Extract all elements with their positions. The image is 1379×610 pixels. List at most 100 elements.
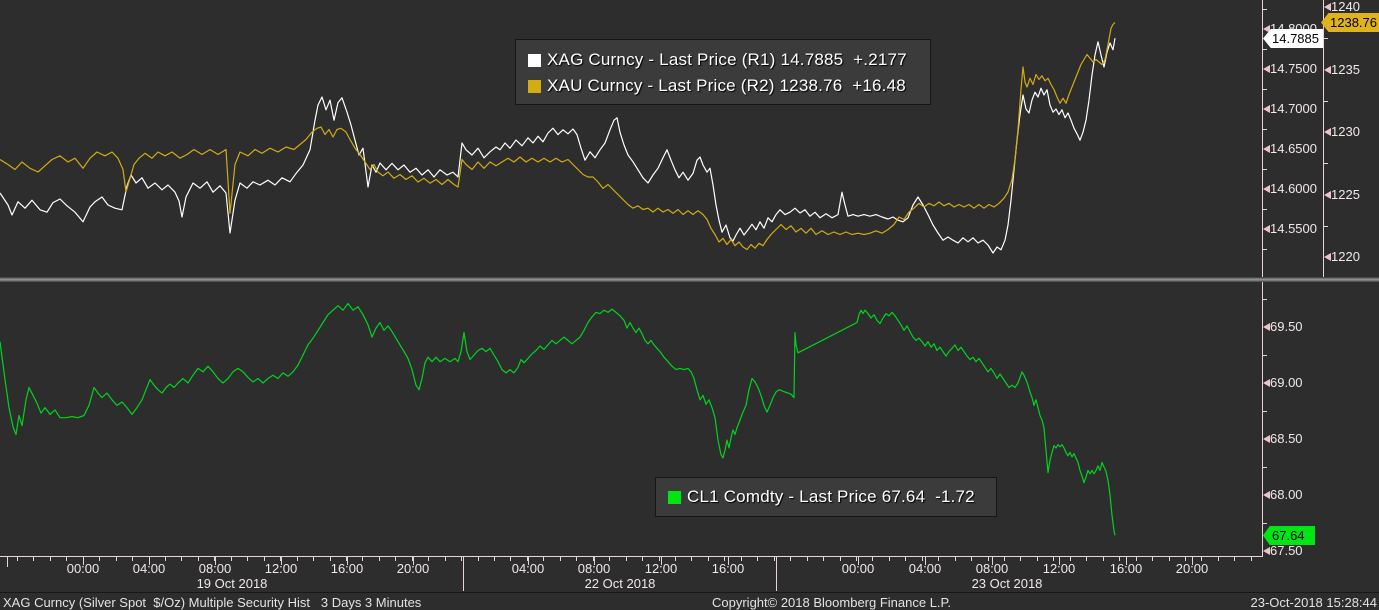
y-tick-arrow (1263, 65, 1270, 73)
y-minor-tick (1263, 299, 1267, 300)
x-major-tick (858, 557, 859, 565)
x-minor-tick (757, 557, 758, 561)
x-major-tick (281, 557, 282, 565)
x-minor-tick (362, 557, 363, 561)
x-minor-tick (313, 557, 314, 561)
x-minor-tick (905, 557, 906, 561)
day-separator (776, 557, 777, 591)
x-minor-tick (330, 557, 331, 561)
y-tick-arrow (1324, 128, 1331, 136)
y-tick-arrow (1263, 145, 1270, 153)
bottom-legend[interactable]: CL1 Comdty - Last Price 67.64 -1.72 (655, 477, 997, 517)
y-tick-arrow (1263, 225, 1270, 233)
x-minor-tick (626, 557, 627, 561)
x-minor-tick (1218, 557, 1219, 561)
x-minor-tick (642, 557, 643, 561)
y-minor-tick (1324, 225, 1328, 227)
x-minor-tick (955, 557, 956, 561)
x-time-label: 16:00 (711, 561, 745, 576)
x-major-tick (528, 557, 529, 565)
x-major-tick (1059, 557, 1060, 565)
x-major-tick (728, 557, 729, 565)
x-minor-tick (840, 557, 841, 561)
x-minor-tick (1086, 557, 1087, 561)
y-minor-tick (1324, 163, 1328, 165)
x-minor-tick (659, 557, 660, 561)
x-minor-tick (510, 557, 511, 561)
y-tick-arrow (1324, 65, 1331, 74)
x-minor-tick (99, 557, 100, 561)
x-minor-tick (1234, 557, 1235, 561)
x-time-label: 04:00 (511, 561, 545, 576)
bottom-panel-plot[interactable] (0, 282, 1262, 556)
x-minor-tick (379, 557, 380, 561)
x-minor-tick (132, 557, 133, 561)
x-minor-tick (1251, 557, 1252, 561)
day-separator (463, 557, 464, 591)
x-minor-tick (708, 557, 709, 561)
x-minor-tick (1020, 557, 1021, 561)
y-tick-arrow (1263, 379, 1270, 387)
y-axis-label: 14.7000 (1270, 101, 1317, 116)
x-minor-tick (50, 557, 51, 561)
x-minor-tick (214, 557, 215, 561)
x-minor-tick (116, 557, 117, 561)
x-minor-tick (181, 557, 182, 561)
x-minor-tick (1119, 557, 1120, 561)
x-minor-tick (527, 557, 528, 561)
top-legend[interactable]: XAG Curncy - Last Price (R1) 14.7885 +.2… (515, 39, 931, 105)
x-time-label: 12:00 (644, 561, 678, 576)
x-minor-tick (675, 557, 676, 561)
legend-row-xag: XAG Curncy - Last Price (R1) 14.7885 +.2… (528, 47, 918, 73)
cl1-last-price-tag: 67.64 (1263, 526, 1315, 545)
y-tick-arrow (1324, 253, 1331, 261)
xau-last-price-tag: 1238.76 (1321, 13, 1379, 32)
y-tick-arrow (1324, 190, 1331, 199)
x-minor-tick (445, 557, 446, 561)
x-minor-tick (576, 557, 577, 561)
cl1-legend-label: CL1 Comdty - Last Price 67.64 -1.72 (687, 487, 975, 506)
y-axis-label: 14.7500 (1270, 61, 1317, 76)
x-minor-tick (741, 557, 742, 561)
x-major-tick (925, 557, 926, 565)
copyright-text: Copyright© 2018 Bloomberg Finance L.P. (712, 595, 952, 610)
x-major-tick (413, 557, 414, 565)
x-minor-tick (856, 557, 857, 561)
x-major-tick (594, 557, 595, 565)
bottom-axis-line (1262, 282, 1263, 556)
xag-legend-label: XAG Curncy - Last Price (R1) 14.7885 +.2… (547, 50, 907, 69)
x-minor-tick (66, 557, 67, 561)
x-minor-tick (889, 557, 890, 561)
x-date-label: 19 Oct 2018 (196, 576, 268, 591)
x-minor-tick (790, 557, 791, 561)
y-axis-label: 69.00 (1270, 375, 1303, 390)
series-xau (0, 22, 1116, 251)
x-minor-tick (543, 557, 544, 561)
y-minor-tick (1263, 249, 1267, 250)
series-cl1 (0, 302, 1116, 536)
y-tick-arrow (1263, 25, 1270, 33)
x-minor-tick (807, 557, 808, 561)
x-minor-tick (17, 557, 18, 561)
x-minor-tick (247, 557, 248, 561)
xag-swatch-icon (528, 53, 541, 67)
x-minor-tick (724, 557, 725, 561)
x-minor-tick (494, 557, 495, 561)
x-time-label: 08:00 (577, 561, 611, 576)
y-minor-tick (1263, 89, 1267, 90)
x-minor-tick (395, 557, 396, 561)
x-major-tick (149, 557, 150, 565)
x-time-label: 16:00 (330, 561, 364, 576)
y-axis-label: 68.50 (1270, 431, 1303, 446)
x-minor-tick (264, 557, 265, 561)
x-date-label: 23 Oct 2018 (971, 576, 1043, 591)
legend-row-xau: XAU Curncy - Last Price (R2) 1238.76 +16… (528, 73, 918, 99)
y-tick-arrow (1263, 491, 1270, 499)
x-minor-tick (1103, 557, 1104, 561)
top-panel-plot[interactable] (0, 0, 1262, 277)
panel-divider-handle[interactable] (0, 277, 1379, 282)
y-minor-tick (1263, 467, 1267, 468)
x-minor-tick (971, 557, 972, 561)
x-major-tick (215, 557, 216, 565)
y-axis-label: 67.50 (1270, 543, 1303, 558)
